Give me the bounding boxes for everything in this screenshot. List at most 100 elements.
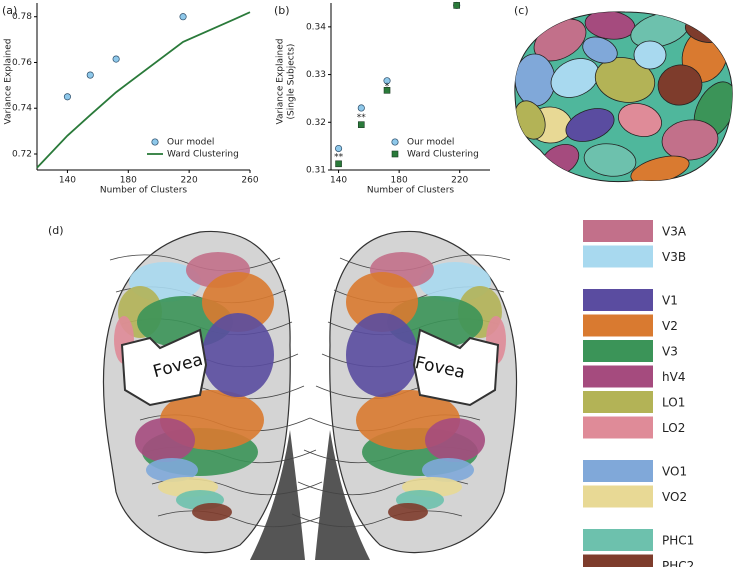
- parcel: [583, 143, 637, 177]
- y-tick-label: 0.74: [12, 104, 32, 114]
- panel-label: (b): [274, 4, 290, 17]
- region-swatch: [583, 485, 653, 508]
- parcel: [633, 40, 667, 70]
- data-point: [63, 93, 71, 101]
- region-label: V3A: [662, 225, 687, 239]
- hemisphere: [102, 230, 329, 560]
- data-point: [383, 77, 391, 85]
- visual-area: [146, 458, 198, 482]
- y-tick-label: 0.34: [306, 22, 326, 32]
- region-swatch: [583, 554, 653, 567]
- x-tick-label: 220: [451, 176, 468, 186]
- region-swatch: [583, 289, 653, 311]
- hemisphere: [291, 230, 518, 560]
- parcel: [657, 64, 703, 106]
- y-tick-label: 0.78: [12, 12, 32, 22]
- parcel: [565, 108, 615, 142]
- region-swatch: [583, 529, 653, 551]
- y-tick-label: 0.33: [306, 70, 326, 80]
- region-label: VO2: [662, 490, 687, 504]
- brain-parcellation: [514, 11, 733, 183]
- parcel: [582, 36, 618, 64]
- region-swatch: [583, 391, 653, 413]
- x-tick-label: 180: [120, 176, 137, 186]
- region-label: PHC2: [662, 559, 694, 567]
- region-label: PHC1: [662, 534, 694, 548]
- region-label: V2: [662, 319, 678, 333]
- data-point: [179, 13, 187, 21]
- region-swatch: [583, 365, 653, 388]
- series-line: [36, 11, 251, 169]
- region-label: V3B: [662, 250, 686, 264]
- region-swatch: [583, 220, 653, 242]
- panel-label: (c): [514, 4, 529, 17]
- region-label: LO2: [662, 421, 685, 435]
- legend-label: Our model: [167, 138, 214, 148]
- visual-area: [346, 272, 418, 332]
- legend-label: Ward Clustering: [167, 150, 239, 160]
- data-point: [383, 87, 391, 94]
- x-tick-label: 140: [330, 176, 347, 186]
- significance-label: *: [385, 82, 390, 92]
- visual-area: [202, 313, 274, 397]
- data-point: [112, 55, 120, 63]
- region-swatch: [583, 245, 653, 268]
- data-point: [335, 160, 342, 168]
- region-swatch: [583, 416, 653, 439]
- y-tick-label: 0.76: [12, 58, 32, 68]
- data-point: [357, 104, 365, 112]
- visual-area: [425, 418, 485, 462]
- x-tick-label: 140: [59, 176, 76, 186]
- significance-label: **: [357, 113, 367, 123]
- region-label: hV4: [662, 370, 685, 384]
- visual-area: [135, 418, 195, 462]
- y-tick-label: 0.72: [12, 149, 32, 159]
- region-swatch: [583, 460, 653, 482]
- panel-label: (d): [48, 224, 64, 237]
- visual-area: [388, 503, 428, 521]
- y-tick-label: 0.32: [306, 118, 326, 128]
- y-axis-label: Variance Explained: [4, 39, 14, 125]
- data-point: [453, 2, 460, 9]
- legend-swatch: [391, 138, 399, 146]
- x-tick-label: 220: [181, 176, 198, 186]
- legend-swatch: [391, 150, 399, 158]
- fovea-region: [120, 328, 208, 407]
- panel-label: (a): [2, 4, 17, 17]
- region-label: VO1: [662, 465, 687, 479]
- x-tick-label: 260: [241, 176, 258, 186]
- parcel: [594, 57, 656, 103]
- region-swatch: [583, 340, 653, 362]
- medial-wall: [250, 430, 305, 560]
- legend-swatch: [151, 138, 159, 146]
- y-axis-label: Variance Explained: [276, 39, 286, 125]
- x-axis-label: Number of Clusters: [100, 186, 187, 196]
- x-tick-label: 180: [391, 176, 408, 186]
- parcel: [618, 103, 662, 137]
- legend-label: Our model: [407, 138, 454, 148]
- data-point: [86, 71, 94, 79]
- fovea-region: [412, 328, 500, 407]
- visual-area: [346, 313, 418, 397]
- data-point: [335, 144, 343, 153]
- y-axis-label: (Single Subjects): [287, 44, 297, 120]
- medial-wall: [315, 430, 370, 560]
- region-label: LO1: [662, 396, 685, 410]
- region-label: V3: [662, 345, 678, 359]
- visual-area: [192, 503, 232, 521]
- legend-label: Ward Clustering: [407, 150, 479, 160]
- visual-area: [202, 272, 274, 332]
- visual-area: [422, 458, 474, 482]
- parcel: [550, 58, 600, 98]
- sulcus: [157, 510, 329, 528]
- region-label: V1: [662, 294, 678, 308]
- x-axis-label: Number of Clusters: [367, 186, 454, 196]
- region-swatch: [583, 314, 653, 337]
- data-point: [357, 121, 365, 128]
- parcel: [661, 119, 719, 161]
- significance-label: **: [334, 153, 344, 163]
- y-tick-label: 0.31: [306, 166, 326, 176]
- sulcus: [291, 510, 463, 528]
